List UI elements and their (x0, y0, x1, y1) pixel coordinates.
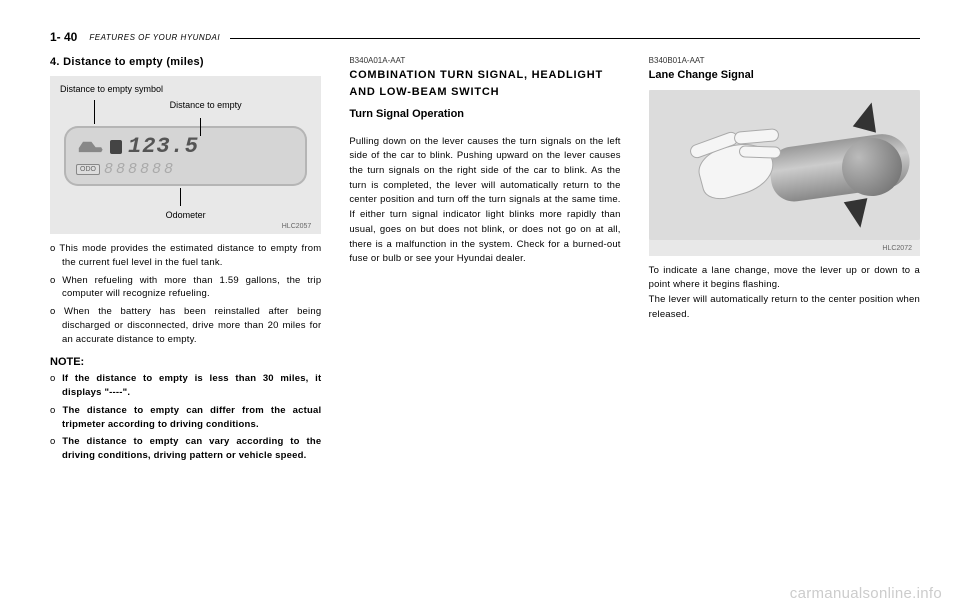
column-1: 4. Distance to empty (miles) Distance to… (50, 56, 321, 592)
header-rule (230, 38, 920, 39)
pointer-line (94, 100, 95, 124)
pointer-line (180, 188, 181, 206)
dte-digits: 123.5 (128, 134, 199, 159)
list-item: The distance to empty can differ from th… (50, 404, 321, 432)
col2-heading2: Turn Signal Operation (349, 106, 620, 123)
distance-to-empty-figure: Distance to empty symbol Distance to emp… (50, 76, 321, 234)
header-title: FEATURES OF YOUR HYUNDAI (89, 33, 220, 42)
page-header: 1- 40 FEATURES OF YOUR HYUNDAI (50, 30, 920, 44)
arrow-down-icon (844, 198, 872, 230)
list-item: When refueling with more than 1.59 gallo… (50, 274, 321, 302)
fuel-icon (110, 140, 122, 154)
list-item: When the battery has been reinstalled af… (50, 305, 321, 346)
list-item: If the distance to empty is less than 30… (50, 372, 321, 400)
odo-digits: 888888 (104, 161, 176, 178)
list-item: The distance to empty can vary according… (50, 435, 321, 463)
col2-heading1: COMBINATION TURN SIGNAL, HEADLIGHT AND L… (349, 67, 620, 100)
list-item: This mode provides the estimated distanc… (50, 242, 321, 270)
page-number: 1- 40 (50, 30, 77, 44)
col1-heading: 4. Distance to empty (miles) (50, 56, 321, 68)
watermark: carmanualsonline.info (790, 585, 942, 602)
col2-body: Pulling down on the lever causes the tur… (349, 135, 620, 267)
col3-heading: Lane Change Signal (649, 67, 920, 84)
col3-body2: The lever will automatically return to t… (649, 293, 920, 322)
lane-change-figure: HLC2072 (649, 90, 920, 256)
note-heading: NOTE: (50, 356, 321, 368)
fig-label-symbol: Distance to empty symbol (60, 84, 311, 94)
figure-code: HLC2072 (649, 243, 920, 256)
fig-label-dte: Distance to empty (60, 100, 311, 110)
odometer-display: 123.5 ODO 888888 (64, 126, 307, 186)
col3-body1: To indicate a lane change, move the leve… (649, 264, 920, 293)
column-2: B340A01A-AAT COMBINATION TURN SIGNAL, HE… (349, 56, 620, 592)
fig-label-odometer: Odometer (60, 210, 311, 220)
arrow-up-icon (853, 99, 883, 132)
hand-illustration (679, 120, 799, 210)
column-3: B340B01A-AAT Lane Change Signal HLC2072 (649, 56, 920, 592)
note-bullets: If the distance to empty is less than 30… (50, 372, 321, 467)
col2-code: B340A01A-AAT (349, 56, 620, 65)
figure-code: HLC2057 (60, 223, 311, 230)
odo-label: ODO (76, 164, 100, 175)
pointer-line (200, 118, 201, 136)
col3-code: B340B01A-AAT (649, 56, 920, 65)
car-icon (76, 139, 104, 155)
col1-bullets: This mode provides the estimated distanc… (50, 242, 321, 350)
